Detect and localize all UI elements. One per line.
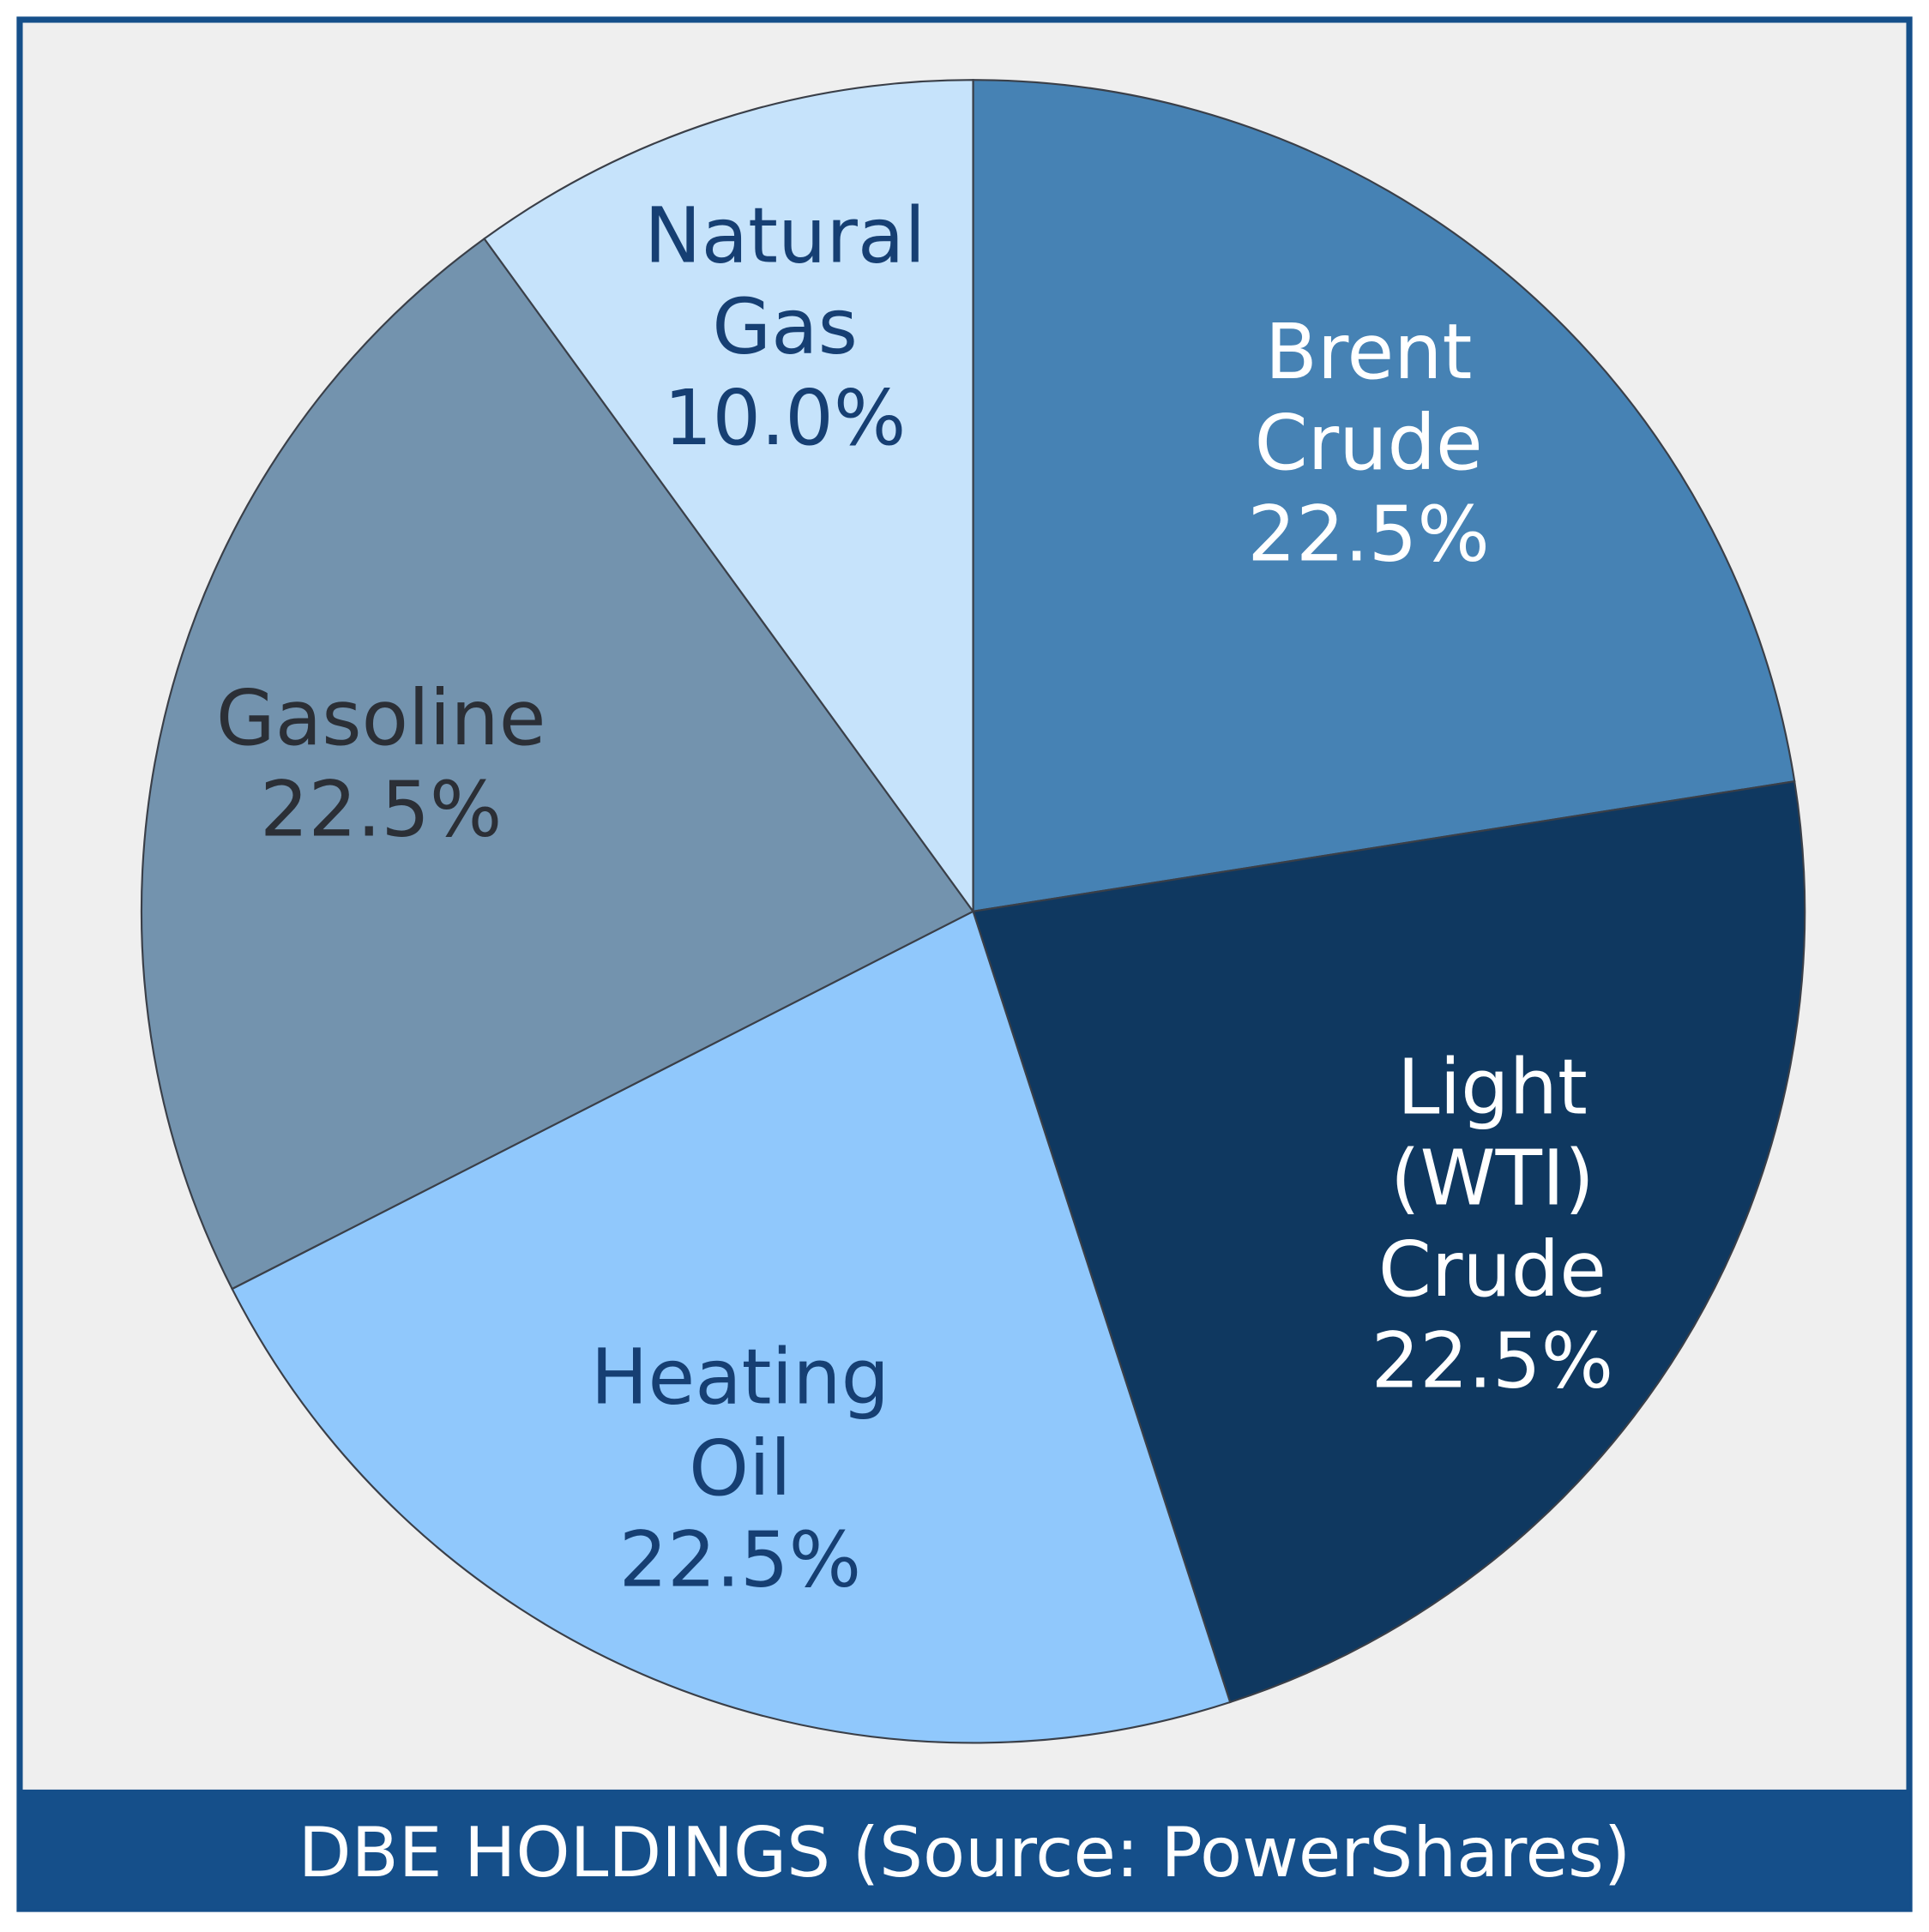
label-line: Gasoline — [216, 673, 546, 762]
label-line: Crude — [1378, 1225, 1606, 1314]
label-line: Gas — [712, 282, 858, 371]
label-line: Heating — [591, 1333, 889, 1422]
footer-bar — [19, 1789, 1910, 1910]
label-line: Oil — [689, 1423, 791, 1513]
value-label: 10.0% — [664, 373, 906, 462]
slice-label: Gasoline — [216, 673, 546, 762]
label-line: Natural — [644, 191, 925, 280]
slice-label: Heating Oil — [591, 1333, 889, 1513]
label-line: Light — [1397, 1043, 1588, 1132]
pie-slice — [972, 779, 1806, 1704]
label-line: (WTI) — [1390, 1134, 1594, 1223]
pie-slice — [972, 79, 1796, 913]
slice-label: Light (WTI) Crude — [1378, 1043, 1606, 1314]
pie-slice — [483, 79, 974, 915]
pie-slice — [231, 910, 1232, 1744]
slice-label: Brent Crude — [1255, 307, 1483, 487]
label-line: Crude — [1255, 398, 1483, 487]
chart-title: DBE HOLDINGS (Source: PowerShares) — [298, 1812, 1631, 1893]
value-label: 22.5% — [619, 1514, 861, 1604]
label-line: Brent — [1265, 307, 1473, 396]
pie-slice — [140, 237, 975, 1291]
slice-label: Natural Gas — [644, 191, 925, 371]
value-label: 22.5% — [1371, 1315, 1613, 1405]
value-label: 22.5% — [1247, 489, 1489, 578]
value-label: 22.5% — [260, 765, 502, 854]
